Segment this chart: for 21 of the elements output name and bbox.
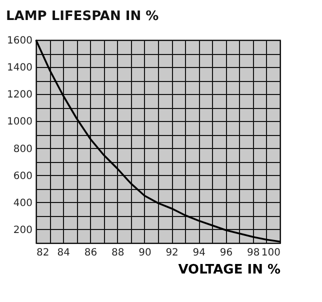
x-tick-label: 90 — [138, 248, 152, 258]
y-tick-label: 1600 — [7, 36, 32, 46]
y-tick-label: 1000 — [7, 116, 32, 128]
y-tick-label: 400 — [13, 198, 32, 209]
line-series — [35, 39, 281, 243]
x-tick-label: 96 — [220, 248, 233, 258]
x-tick-label: 98 — [247, 248, 260, 258]
x-tick-label: 94 — [192, 248, 206, 258]
y-tick-label: 1200 — [7, 90, 32, 101]
x-axis-title: VOLTAGE IN % — [178, 262, 280, 278]
y-tick-label: 800 — [13, 144, 32, 155]
x-tick-label: 82 — [36, 248, 50, 258]
x-tick-label: 88 — [111, 248, 124, 258]
y-tick-label: 200 — [13, 224, 32, 236]
x-tick-label: 84 — [57, 248, 70, 258]
y-tick-label: 1400 — [7, 62, 32, 74]
chart-title: LAMP LIFESPAN IN % — [6, 9, 159, 24]
x-tick-label: 100 — [261, 248, 280, 258]
y-tick-label: 600 — [13, 170, 32, 182]
x-tick-label: 92 — [166, 248, 178, 258]
x-tick-label: 86 — [84, 248, 98, 258]
